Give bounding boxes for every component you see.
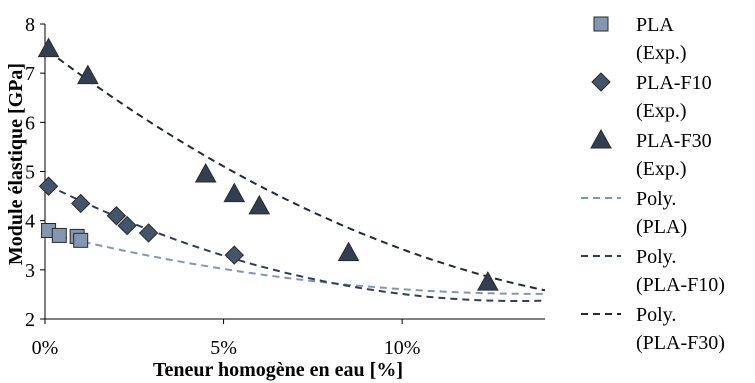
data-point	[71, 193, 91, 214]
legend-label: Poly.	[636, 304, 676, 326]
legend-item: PLA (Exp.)	[593, 14, 687, 64]
data-point	[337, 241, 360, 262]
data-point	[38, 176, 59, 196]
data-points	[37, 37, 499, 291]
x-tick-label: 5%	[210, 337, 237, 359]
legend-marker	[591, 72, 611, 92]
y-axis-title: Module élastique [GPa]	[5, 63, 27, 265]
data-point	[248, 194, 271, 215]
trendlines	[48, 50, 546, 302]
trendline	[48, 50, 546, 292]
x-axis-title: Teneur homogène en eau [%]	[153, 359, 403, 381]
y-tick-label: 4	[25, 211, 35, 233]
y-tick-label: 5	[25, 162, 35, 184]
data-point	[194, 162, 217, 183]
legend-item: PLA-F30 (Exp.)	[590, 128, 712, 180]
y-tick-label: 8	[25, 14, 35, 36]
legend-label: (Exp.)	[636, 42, 687, 64]
trendline	[48, 184, 546, 302]
trendline	[48, 232, 545, 295]
legend-item: PLA-F10 (Exp.)	[591, 72, 712, 122]
data-point	[138, 223, 159, 243]
data-point	[73, 232, 89, 248]
x-tick-label: 0%	[32, 337, 59, 359]
data-point	[477, 271, 499, 291]
legend-label: PLA	[636, 14, 674, 36]
y-tick-label: 2	[25, 309, 35, 331]
data-point	[223, 182, 246, 203]
legend: PLA (Exp.) PLA-F10 (Exp.) PLA-F30 (Exp.) Poly.…	[581, 14, 725, 354]
y-tick-label: 7	[25, 63, 35, 85]
x-tick-label: 10%	[384, 337, 421, 359]
legend-label: PLA-F10	[636, 72, 712, 94]
legend-marker	[590, 128, 612, 149]
data-point	[106, 206, 127, 226]
legend-marker	[593, 16, 609, 32]
data-point	[37, 37, 60, 58]
legend-label: (PLA-F10)	[636, 274, 725, 296]
legend-label: Poly.	[636, 188, 676, 210]
legend-label: (Exp.)	[636, 100, 687, 122]
data-point	[117, 215, 137, 236]
y-tick-label: 6	[25, 112, 35, 134]
legend-label: (Exp.)	[636, 158, 687, 180]
axes: 2 3 4 5 6 7 8 0% 5% 10%	[25, 14, 545, 359]
legend-label: (PLA)	[636, 216, 687, 238]
data-point	[224, 245, 244, 265]
legend-label: PLA-F30	[636, 130, 712, 152]
legend-label: (PLA-F30)	[636, 332, 725, 354]
legend-item: Poly. (PLA-F30)	[581, 304, 725, 354]
legend-item: Poly. (PLA)	[581, 188, 687, 238]
data-point	[77, 64, 99, 85]
legend-label: Poly.	[636, 246, 676, 268]
data-point	[51, 227, 67, 243]
legend-item: Poly. (PLA-F10)	[581, 246, 725, 296]
y-tick-label: 3	[25, 260, 35, 282]
